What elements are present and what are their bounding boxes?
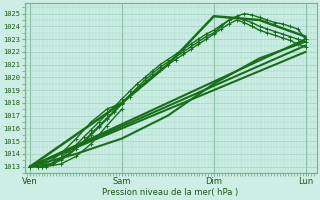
X-axis label: Pression niveau de la mer( hPa ): Pression niveau de la mer( hPa ) <box>102 188 239 197</box>
